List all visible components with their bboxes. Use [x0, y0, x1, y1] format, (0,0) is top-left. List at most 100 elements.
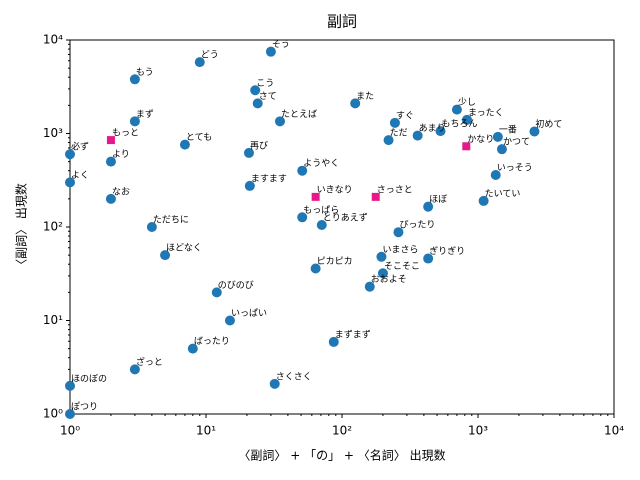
point	[492, 131, 503, 142]
point-label: そう	[272, 39, 290, 50]
point-label: より	[112, 149, 130, 160]
point	[297, 212, 308, 223]
point	[179, 139, 190, 150]
point-label: ばったり	[194, 336, 230, 347]
point	[328, 336, 339, 347]
point	[65, 149, 75, 160]
point	[451, 104, 462, 115]
point	[244, 180, 255, 191]
y-tick-label: 10²	[43, 220, 63, 234]
point-label: かつて	[503, 137, 530, 148]
x-tick-label: 10⁴	[604, 424, 624, 438]
point-label: たいてい	[485, 188, 521, 199]
point	[146, 222, 157, 232]
point-label: 少し	[458, 97, 476, 108]
point-label: さて	[259, 91, 277, 102]
point	[423, 201, 434, 212]
x-tick-label: 10¹	[196, 424, 216, 438]
point-label: とりあえず	[323, 213, 368, 224]
point	[496, 144, 507, 155]
point-label: 初めて	[535, 118, 562, 130]
y-tick-label: 10¹	[43, 313, 63, 327]
point-label: ようやく	[303, 158, 339, 169]
point	[383, 135, 394, 146]
point	[376, 251, 387, 262]
point	[269, 378, 280, 389]
highlight-point	[311, 192, 320, 201]
point	[194, 57, 205, 68]
point-label: さっさと	[377, 184, 413, 195]
point	[224, 315, 235, 326]
point	[478, 195, 489, 206]
point-label: どう	[201, 50, 219, 61]
chart-title: 副詞	[327, 13, 357, 31]
point-label: もっと	[112, 128, 139, 139]
point	[310, 263, 321, 274]
point-label: かなり	[467, 134, 494, 145]
point	[105, 193, 116, 204]
point	[377, 268, 388, 279]
point-label: もちろん	[442, 119, 478, 130]
y-axis-label: 〈副詞〉 出現数	[14, 183, 29, 271]
point	[316, 220, 327, 231]
highlight-point	[106, 136, 115, 145]
point-label: さくさく	[276, 371, 312, 382]
point	[65, 409, 75, 419]
point-label: すぐ	[396, 110, 414, 121]
point	[350, 98, 361, 109]
point	[412, 130, 423, 141]
point-label: ざっと	[136, 356, 163, 368]
point	[160, 250, 171, 261]
point-label: まったく	[468, 107, 504, 118]
point-label: そこそこ	[384, 261, 420, 272]
point-label: ぎりぎり	[429, 245, 465, 257]
point-label: ただ	[390, 128, 408, 139]
point	[490, 169, 501, 180]
point-label: ほどなく	[166, 243, 202, 254]
x-tick-label: 10³	[468, 424, 488, 438]
point-label: ほのぼの	[71, 373, 107, 384]
point-label: 再び	[250, 140, 268, 151]
y-tick-label: 10⁴	[43, 33, 63, 47]
x-tick-label: 10²	[332, 424, 352, 438]
point-label: ほぼ	[429, 194, 447, 205]
point-label: ぽつり	[71, 402, 98, 413]
y-tick-label: 10³	[43, 126, 63, 140]
point-label: いまさら	[382, 244, 418, 255]
point	[187, 343, 198, 354]
point-label: ピカピカ	[317, 256, 353, 267]
point	[297, 165, 308, 176]
point-label: まず	[136, 109, 154, 120]
point-label: もう	[136, 67, 154, 78]
point-label: のびのび	[218, 280, 254, 291]
point	[274, 116, 285, 127]
point	[129, 116, 140, 127]
point	[461, 114, 472, 125]
point-label: ぴったり	[399, 220, 435, 231]
point-label: ただちに	[153, 215, 189, 226]
point-label: いきなり	[317, 184, 353, 195]
x-axis-label: 〈副詞〉 + 「の」 + 〈名詞〉 出現数	[238, 448, 445, 463]
point	[65, 177, 75, 188]
point-label: ますます	[251, 173, 287, 184]
point-label: とても	[186, 132, 212, 143]
y-tick-label: 10⁰	[43, 407, 63, 421]
point-label: いっそう	[497, 162, 533, 173]
point-label: 必ず	[71, 141, 89, 153]
point-label: おおよそ	[371, 274, 407, 285]
point	[364, 281, 375, 292]
point	[243, 147, 254, 158]
point-label: もっぱら	[303, 205, 339, 216]
point	[252, 98, 263, 109]
point-label: また	[356, 91, 374, 102]
highlight-point	[371, 192, 380, 201]
point-label: よく	[71, 170, 89, 181]
point	[250, 85, 261, 96]
point-label: まずまず	[335, 329, 371, 340]
point	[129, 74, 140, 85]
point-label: 一番	[499, 123, 517, 135]
point-label: あまり	[419, 123, 446, 134]
point-label: たとえば	[281, 109, 317, 120]
